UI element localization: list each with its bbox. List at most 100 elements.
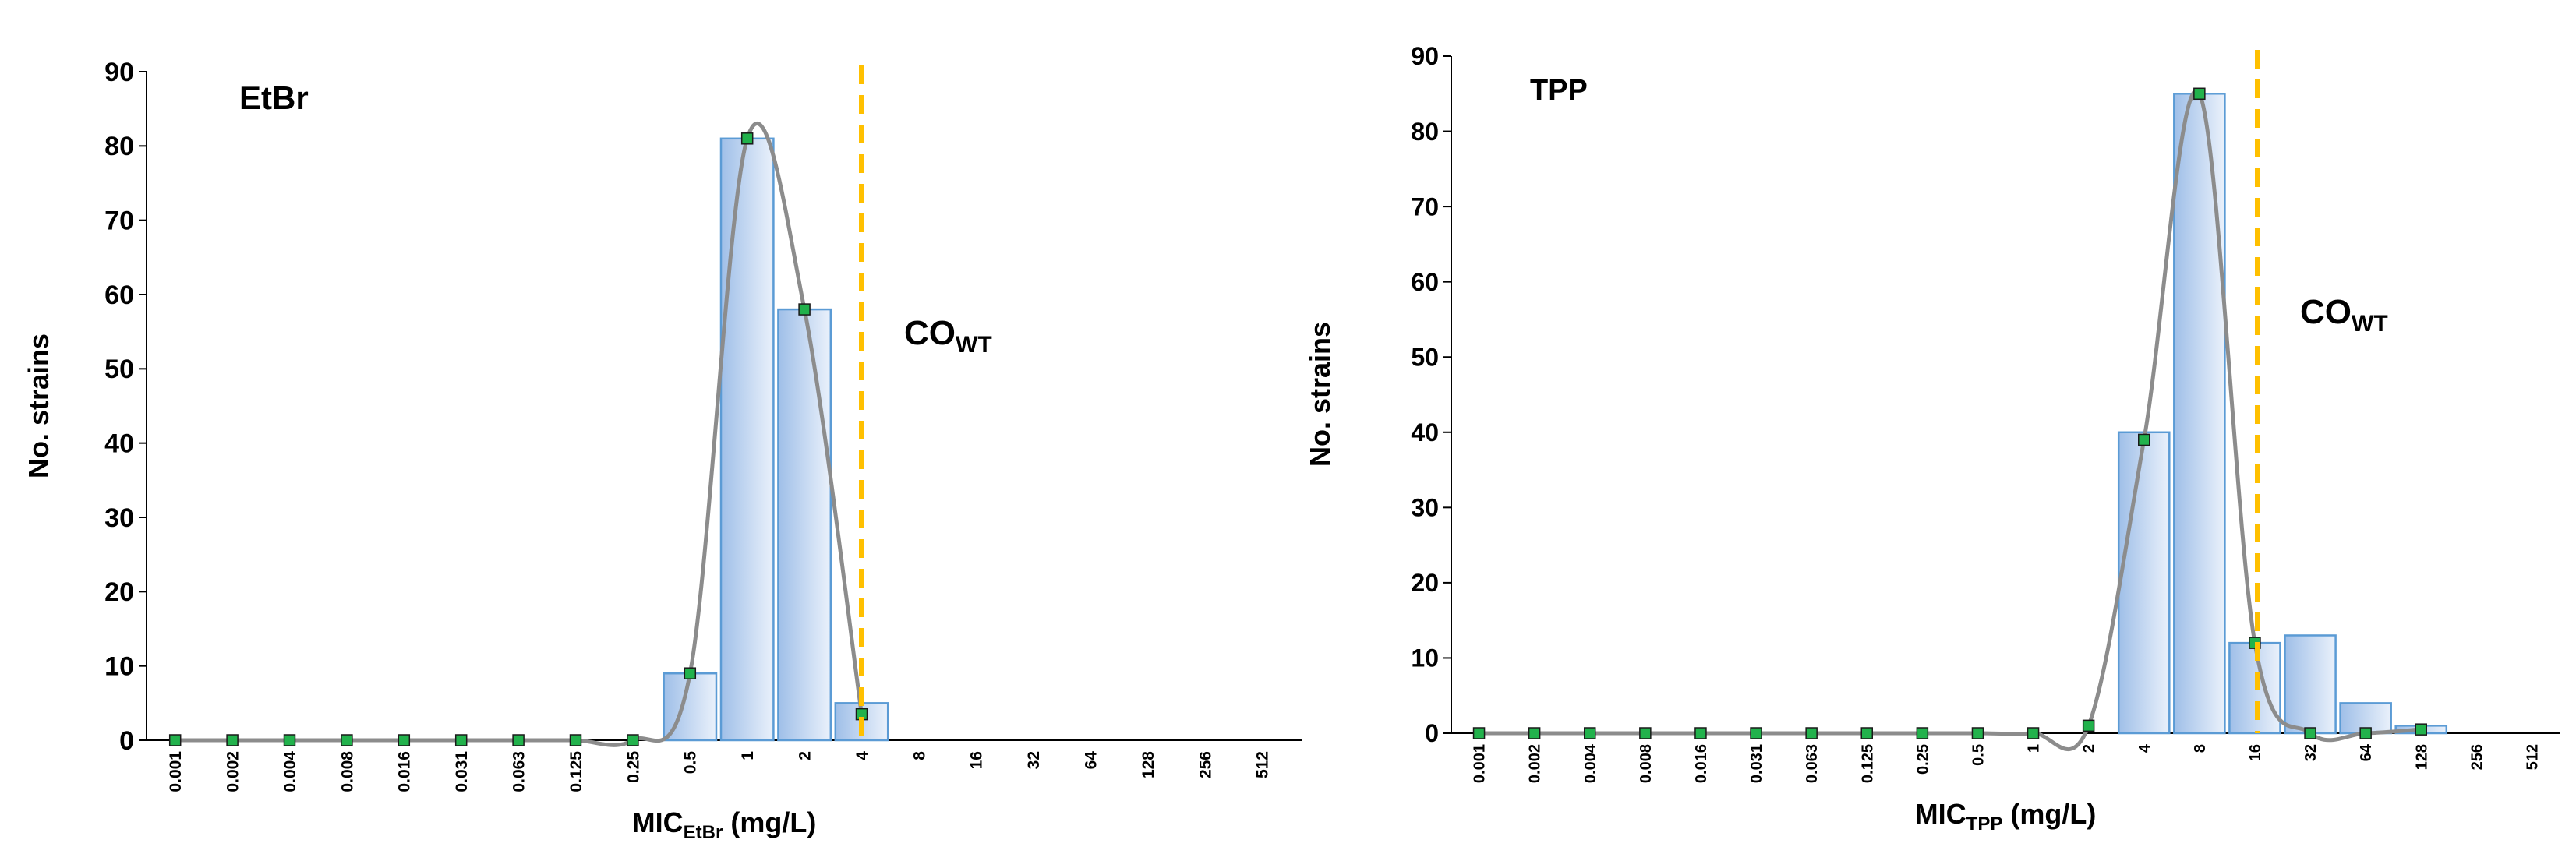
x-tick-label: 4 <box>853 751 871 760</box>
curve-marker <box>2415 723 2427 736</box>
curve-marker <box>1528 727 1541 739</box>
x-axis-label-main: MIC <box>632 806 684 838</box>
curve-marker <box>2359 727 2372 739</box>
x-axis-label-tail: (mg/L) <box>723 806 816 838</box>
curve-marker <box>2027 727 2040 739</box>
x-tick-label: 0.008 <box>338 751 356 792</box>
x-axis-label: MICEtBr (mg/L) <box>632 806 817 843</box>
x-tick-label: 64 <box>2358 743 2375 761</box>
x-axis-label-sub: TPP <box>1966 813 2003 835</box>
x-tick-label: 1 <box>2026 744 2043 753</box>
curve-marker <box>1971 727 1984 739</box>
x-tick-label: 8 <box>910 751 928 760</box>
bar <box>2284 634 2337 735</box>
y-tick-label: 20 <box>1411 569 1439 597</box>
y-axis-label: No. strains <box>23 333 55 478</box>
curve-marker <box>341 734 353 746</box>
y-tick-label: 20 <box>104 577 134 607</box>
x-tick-label: 512 <box>2524 744 2541 770</box>
x-tick-label: 0.004 <box>281 751 299 792</box>
x-tick-label: 0.031 <box>1748 744 1765 783</box>
y-tick-label: 40 <box>104 429 134 459</box>
curve-marker <box>168 734 182 746</box>
cutoff-label: COWT <box>2300 293 2388 337</box>
y-axis: 0 10 20 30 40 50 60 70 80 90 <box>1411 42 1452 747</box>
y-axis: 0 10 20 30 40 50 60 70 80 90 <box>104 58 147 756</box>
curve-marker <box>1584 727 1596 739</box>
x-tick-label: 0.031 <box>453 751 471 792</box>
x-tick-label: 0.016 <box>396 751 414 792</box>
y-tick-label: 40 <box>1411 418 1439 446</box>
bar <box>2228 641 2281 735</box>
chart-tpp: 0 10 20 30 40 50 60 70 80 90 0.001 0.002 0.004 0.008… <box>1304 42 2560 835</box>
curve-marker <box>283 734 296 746</box>
curve-marker <box>2304 727 2316 739</box>
curve-marker <box>226 734 239 746</box>
x-tick-label: 1 <box>739 751 757 760</box>
bar <box>719 137 775 742</box>
bar-series <box>663 137 889 742</box>
x-tick-label: 16 <box>968 751 986 769</box>
y-tick-label: 90 <box>104 58 134 87</box>
x-tick-label: 128 <box>1140 751 1157 778</box>
curve-marker <box>1639 727 1652 739</box>
curve-marker <box>1694 727 1707 739</box>
x-tick-label: 0.008 <box>1638 744 1655 783</box>
bar-series <box>2117 93 2448 735</box>
x-tick-label: 0.125 <box>1859 744 1876 783</box>
x-tick-label: 0.001 <box>167 751 185 792</box>
x-tick-label: 0.002 <box>1527 744 1544 783</box>
y-tick-label: 30 <box>104 503 134 533</box>
x-axis-label-sub: EtBr <box>684 822 723 843</box>
y-tick-label: 80 <box>1411 118 1439 146</box>
curve-marker <box>1805 727 1818 739</box>
y-tick-label: 50 <box>1411 343 1439 371</box>
y-tick-label: 10 <box>1411 644 1439 672</box>
x-tick-label: 0.25 <box>1914 744 1931 775</box>
y-tick-label: 90 <box>1411 42 1439 70</box>
y-tick-label: 60 <box>104 281 134 310</box>
y-tick-label: 70 <box>104 206 134 236</box>
x-axis-label-main: MIC <box>1915 798 1966 830</box>
curve-marker <box>512 734 525 746</box>
x-tick-label: 256 <box>1196 751 1214 778</box>
x-axis: 0.001 0.002 0.004 0.008 0.016 0.031 0.063 0.125… <box>1451 732 2560 783</box>
cutoff-label-main: CO <box>904 314 956 352</box>
y-tick-label: 60 <box>1411 268 1439 296</box>
curve-marker <box>454 734 468 746</box>
x-tick-label: 32 <box>1025 751 1043 769</box>
x-axis: 0.001 0.002 0.004 0.008 0.016 0.031 0.063 0.125… <box>147 739 1302 792</box>
cutoff-label-main: CO <box>2300 293 2352 331</box>
curve-marker <box>398 734 411 746</box>
cutoff-label-sub: WT <box>2352 311 2388 337</box>
curve-marker <box>627 734 639 746</box>
x-axis-label: MICTPP (mg/L) <box>1915 798 2097 835</box>
curve-markers <box>168 132 868 746</box>
bar <box>2173 93 2226 735</box>
x-tick-label: 2 <box>2081 744 2098 753</box>
x-tick-label: 64 <box>1082 751 1100 770</box>
curve-marker <box>1472 727 1486 739</box>
y-tick-label: 30 <box>1411 494 1439 522</box>
curve-marker <box>740 132 754 145</box>
curve-marker <box>1916 727 1929 739</box>
curve-marker <box>2138 433 2150 446</box>
x-tick-label: 0.004 <box>1582 743 1599 783</box>
x-tick-label: 0.5 <box>682 751 700 775</box>
curve-marker <box>569 734 582 746</box>
y-tick-label: 50 <box>104 355 134 384</box>
chart-title: TPP <box>1530 74 1588 107</box>
cutoff-label-sub: WT <box>956 332 992 358</box>
x-tick-label: 512 <box>1254 751 1272 778</box>
x-axis-label-tail: (mg/L) <box>2002 798 2096 830</box>
x-tick-label: 8 <box>2192 744 2209 753</box>
x-tick-label: 2 <box>796 751 814 760</box>
x-tick-label: 0.063 <box>510 751 528 792</box>
curve-marker <box>798 303 811 316</box>
x-tick-label: 4 <box>2136 743 2154 753</box>
chart-etbr: 0 10 20 30 40 50 60 70 80 90 0.001 0.002 0.004 0.008… <box>23 58 1302 843</box>
curve-marker <box>2193 87 2206 101</box>
y-tick-label: 0 <box>119 726 134 756</box>
bar <box>777 308 832 742</box>
